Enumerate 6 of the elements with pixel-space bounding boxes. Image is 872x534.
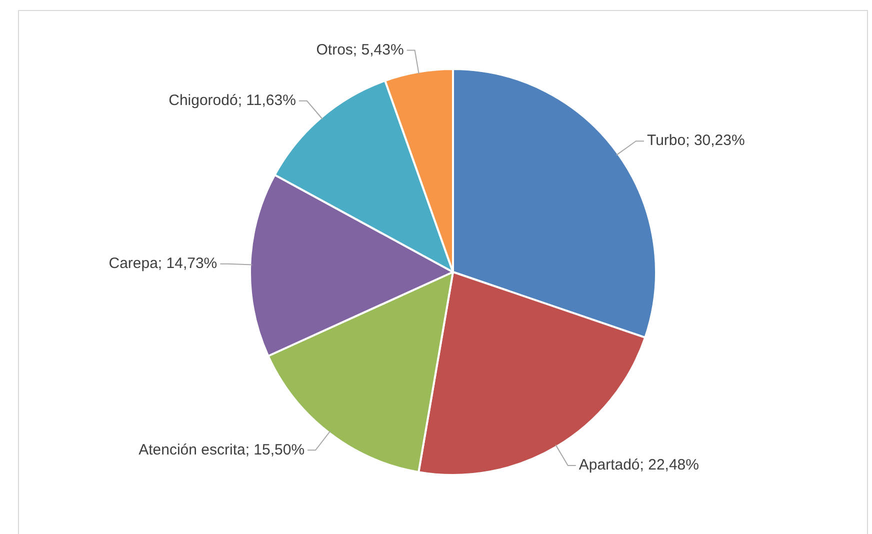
slice-label: Atención escrita; 15,50% [138,441,305,458]
slice-label: Turbo; 30,23% [646,132,745,150]
slice-label: Otros; 5,43% [316,41,404,58]
slice-label: Chigorodó; 11,63% [168,92,296,110]
slice-label: Carepa; 14,73% [108,255,218,272]
slice-label: Apartadó; 22,48% [578,456,699,474]
